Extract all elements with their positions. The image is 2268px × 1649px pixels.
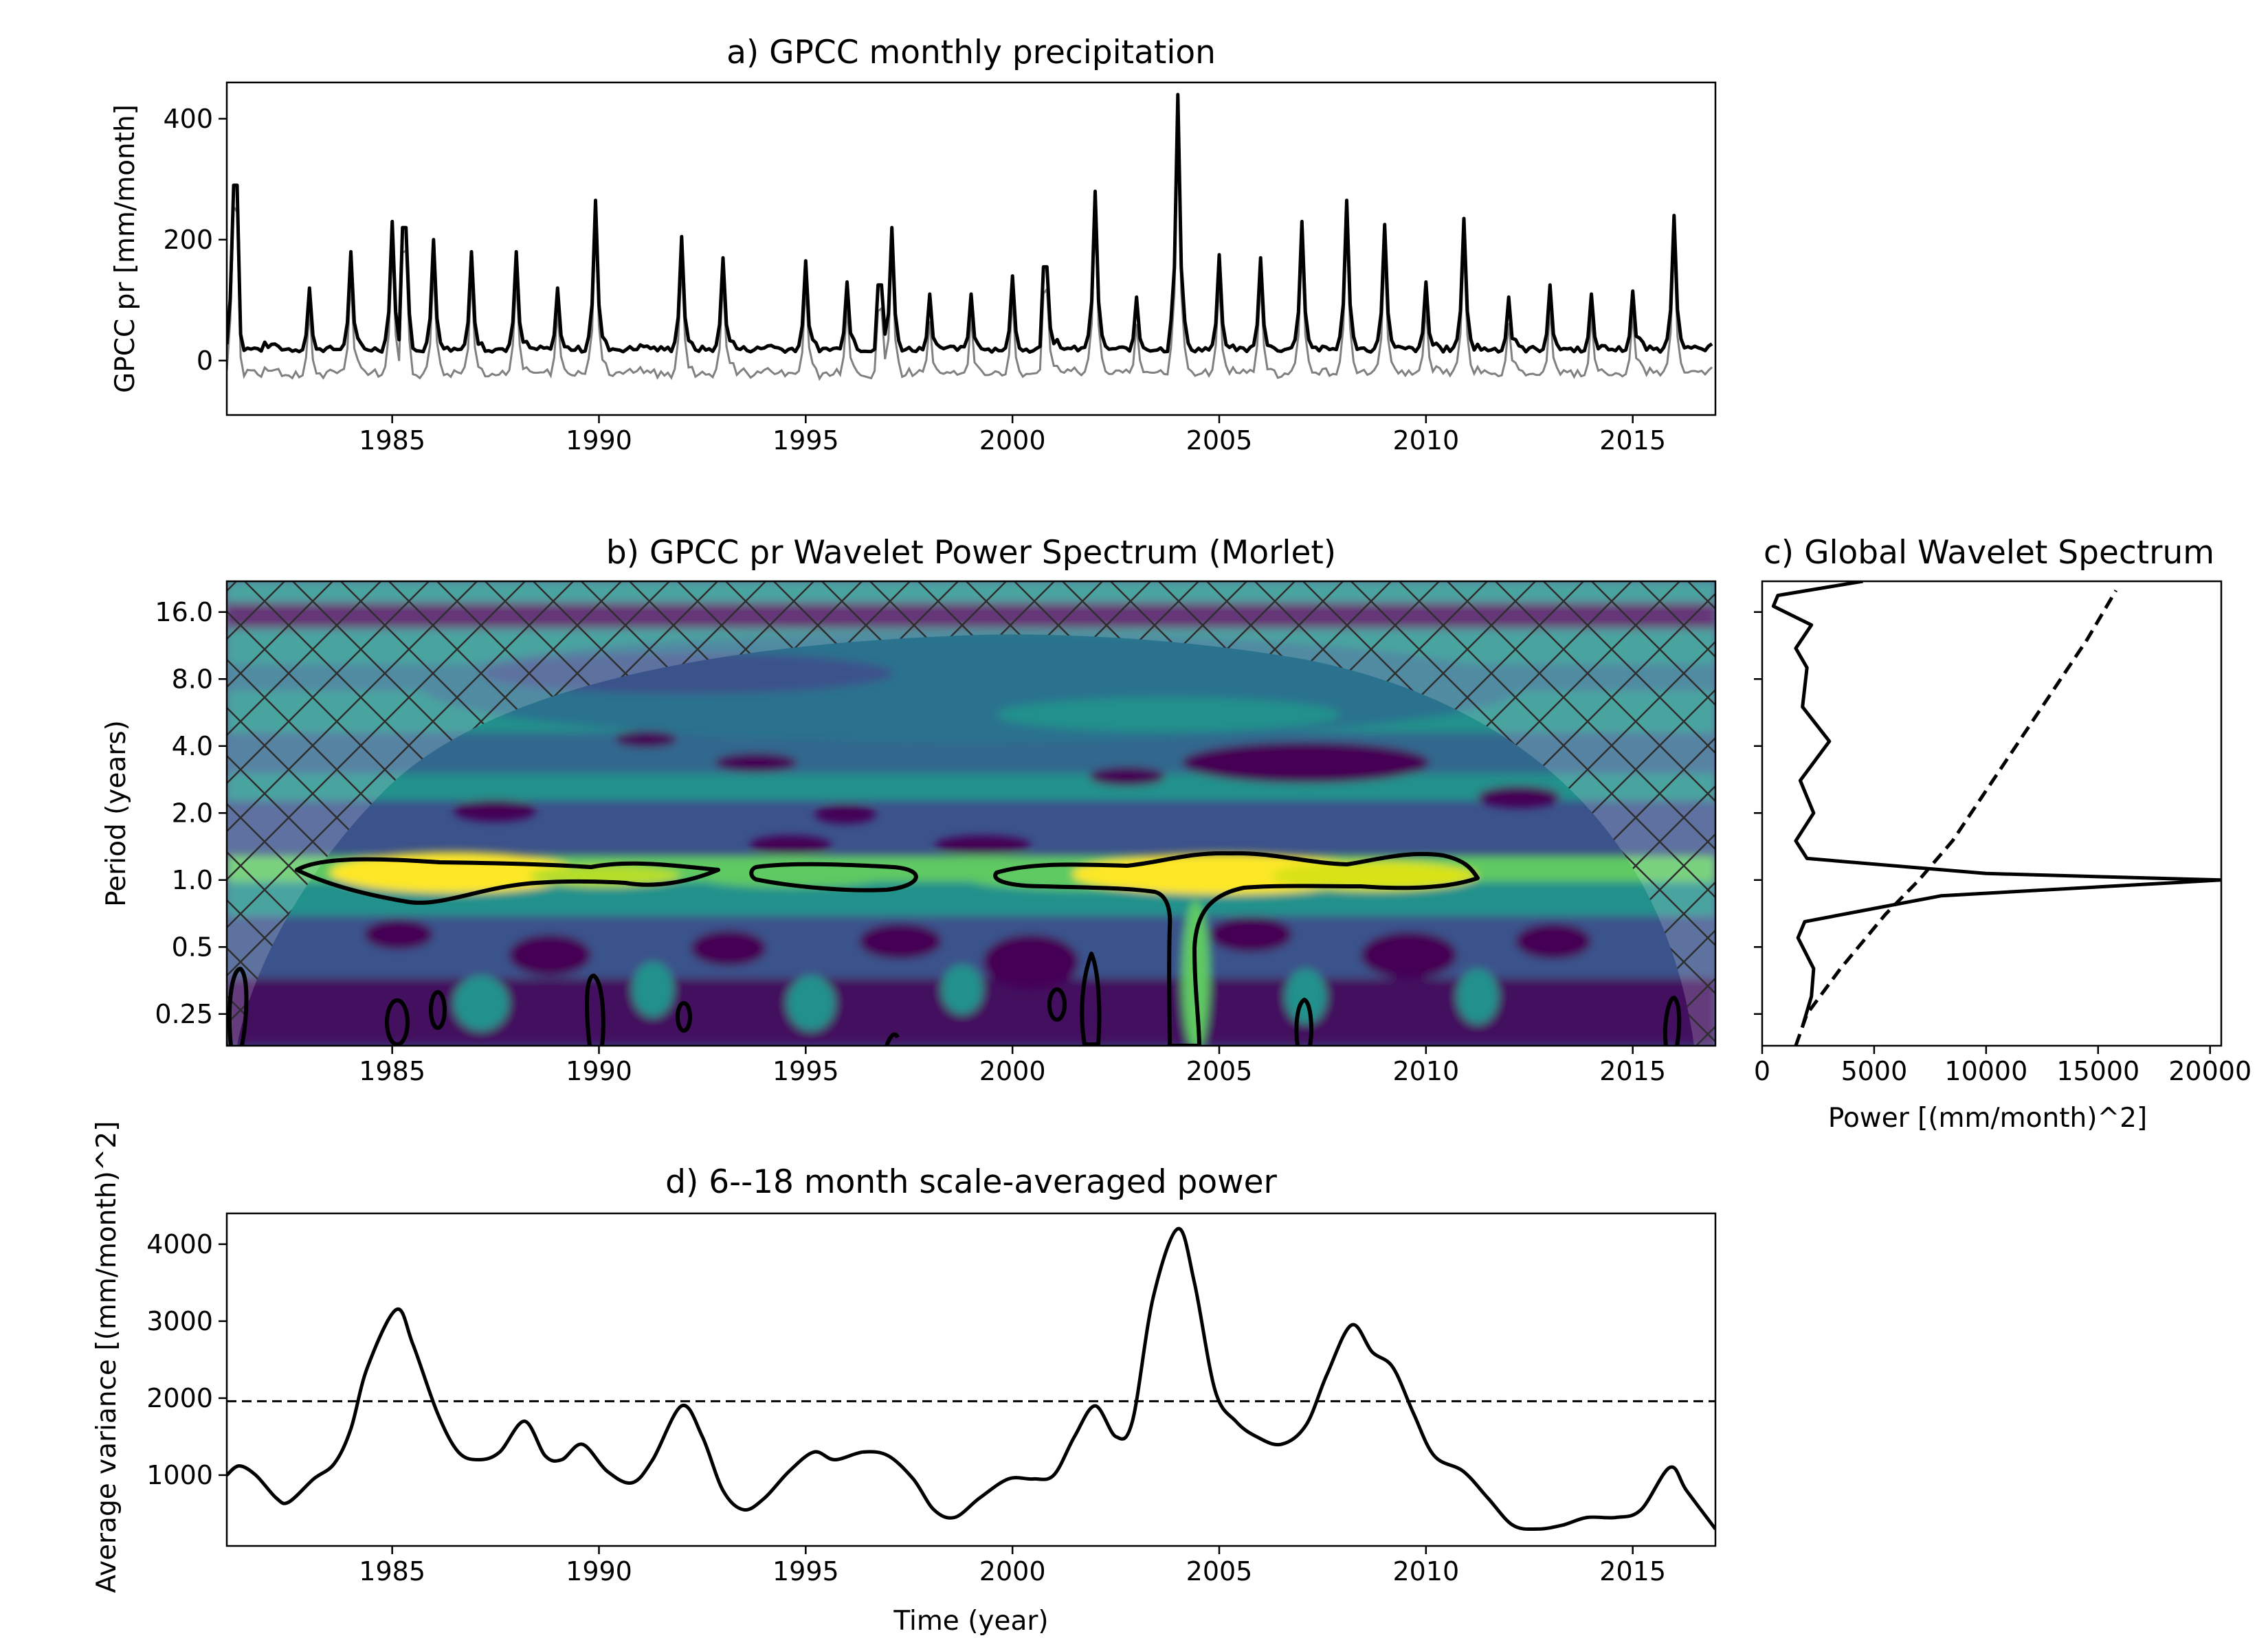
panel-c-x-axis: 0 5000 10000 15000 20000 bbox=[1754, 1046, 2252, 1086]
panel-b-y-axis: 16.0 8.0 4.0 2.0 1.0 0.5 0.25 bbox=[155, 597, 227, 1029]
panel-b-heatmap bbox=[227, 581, 1715, 1046]
panel-b-xtick-label: 1985 bbox=[359, 1056, 425, 1086]
panel-a-ytick-label: 200 bbox=[163, 225, 213, 255]
panel-b-ytick-label: 0.25 bbox=[155, 999, 213, 1029]
panel-d: d) 6--18 month scale-averaged power 1985… bbox=[91, 1121, 1717, 1637]
panel-a-y-axis: 0 200 400 bbox=[163, 104, 227, 376]
panel-b: b) GPCC pr Wavelet Power Spectrum (Morle… bbox=[101, 534, 1717, 1086]
panel-a-ylabel: GPCC pr [mm/month] bbox=[110, 104, 141, 393]
panel-c-xlabel: Power [(mm/month)^2] bbox=[1828, 1103, 2147, 1134]
panel-c: c) Global Wavelet Spectrum 0 5000 10000 150… bbox=[1754, 534, 2252, 1134]
panel-d-ytick-label: 4000 bbox=[146, 1229, 213, 1259]
panel-c-xtick-label: 15000 bbox=[2056, 1056, 2139, 1086]
panel-b-ytick-label: 4.0 bbox=[172, 731, 213, 761]
anomaly-series-line bbox=[227, 122, 1713, 381]
significance-line bbox=[1794, 590, 2117, 1046]
panel-b-x-axis: 1985 1990 1995 2000 2005 2010 2015 bbox=[359, 1046, 1666, 1086]
panel-b-ytick-label: 8.0 bbox=[172, 664, 213, 694]
precipitation-series-line bbox=[227, 93, 1713, 354]
panel-b-ytick-label: 2.0 bbox=[172, 798, 213, 828]
panel-b-xtick-label: 1995 bbox=[772, 1056, 839, 1086]
panel-b-xtick-label: 2015 bbox=[1599, 1056, 1666, 1086]
panel-a-xtick-label: 2000 bbox=[979, 425, 1046, 456]
panel-d-xlabel: Time (year) bbox=[893, 1606, 1048, 1637]
panel-c-xtick-label: 20000 bbox=[2168, 1056, 2252, 1086]
panel-d-xtick-label: 1985 bbox=[359, 1556, 425, 1586]
panel-b-ytick-label: 16.0 bbox=[155, 597, 213, 627]
global-spectrum-line bbox=[1771, 581, 2221, 1027]
cone-of-influence bbox=[227, 581, 1715, 1046]
panel-b-xtick-label: 2010 bbox=[1392, 1056, 1459, 1086]
panel-c-plot-area bbox=[1771, 581, 2221, 1046]
panel-d-title: d) 6--18 month scale-averaged power bbox=[665, 1163, 1277, 1201]
panel-d-xtick-label: 2015 bbox=[1599, 1556, 1666, 1586]
panel-a-xtick-label: 2005 bbox=[1186, 425, 1253, 456]
panel-d-ytick-label: 1000 bbox=[146, 1460, 213, 1490]
panel-a-x-axis: 1985 1990 1995 2000 2005 2010 2015 bbox=[359, 415, 1666, 456]
panel-a-plot-area bbox=[227, 93, 1713, 381]
panel-b-xtick-label: 2000 bbox=[979, 1056, 1046, 1086]
panel-a-xtick-label: 1995 bbox=[772, 425, 839, 456]
panel-d-xtick-label: 2010 bbox=[1392, 1556, 1459, 1586]
panel-d-xtick-label: 1995 bbox=[772, 1556, 839, 1586]
panel-a-ytick-label: 0 bbox=[197, 346, 213, 376]
panel-d-ylabel: Average variance [(mm/month)^2] bbox=[91, 1121, 122, 1593]
panel-d-ytick-label: 2000 bbox=[146, 1383, 213, 1413]
panel-d-y-axis: 1000 2000 3000 4000 bbox=[146, 1229, 227, 1490]
panel-b-ylabel: Period (years) bbox=[101, 720, 132, 907]
panel-a-frame bbox=[225, 81, 1717, 416]
panel-d-xtick-label: 2005 bbox=[1186, 1556, 1253, 1586]
panel-d-xtick-label: 1990 bbox=[566, 1556, 632, 1586]
panel-b-ytick-label: 1.0 bbox=[172, 865, 213, 895]
panel-b-xtick-label: 1990 bbox=[566, 1056, 632, 1086]
panel-a-xtick-label: 2015 bbox=[1599, 425, 1666, 456]
significance-contours bbox=[227, 851, 1682, 1046]
panel-d-xtick-label: 2000 bbox=[979, 1556, 1046, 1586]
panel-c-xtick-label: 5000 bbox=[1841, 1056, 1908, 1086]
panel-a-xtick-label: 2010 bbox=[1392, 425, 1459, 456]
panel-c-title: c) Global Wavelet Spectrum bbox=[1764, 534, 2214, 572]
panel-d-plot-area bbox=[227, 1226, 1715, 1532]
panel-c-xtick-label: 0 bbox=[1754, 1056, 1770, 1086]
panel-a-xtick-label: 1985 bbox=[359, 425, 425, 456]
panel-a-xtick-label: 1990 bbox=[566, 425, 632, 456]
panel-d-x-axis: 1985 1990 1995 2000 2005 2010 2015 bbox=[359, 1546, 1666, 1586]
panel-c-y-axis bbox=[1754, 611, 1762, 1016]
panel-c-frame bbox=[1761, 580, 2223, 1047]
panel-b-ytick-label: 0.5 bbox=[172, 932, 213, 962]
panel-a-title: a) GPCC monthly precipitation bbox=[726, 34, 1216, 71]
panel-b-title: b) GPCC pr Wavelet Power Spectrum (Morle… bbox=[606, 534, 1336, 572]
panel-a-ytick-label: 400 bbox=[163, 104, 213, 134]
scale-averaged-power-line bbox=[227, 1226, 1715, 1532]
panel-d-ytick-label: 3000 bbox=[146, 1306, 213, 1336]
panel-c-xtick-label: 10000 bbox=[1944, 1056, 2027, 1086]
panel-a: a) GPCC monthly precipitation 1985 1990 19… bbox=[110, 34, 1717, 456]
panel-b-xtick-label: 2005 bbox=[1186, 1056, 1253, 1086]
panel-d-frame bbox=[225, 1212, 1717, 1547]
